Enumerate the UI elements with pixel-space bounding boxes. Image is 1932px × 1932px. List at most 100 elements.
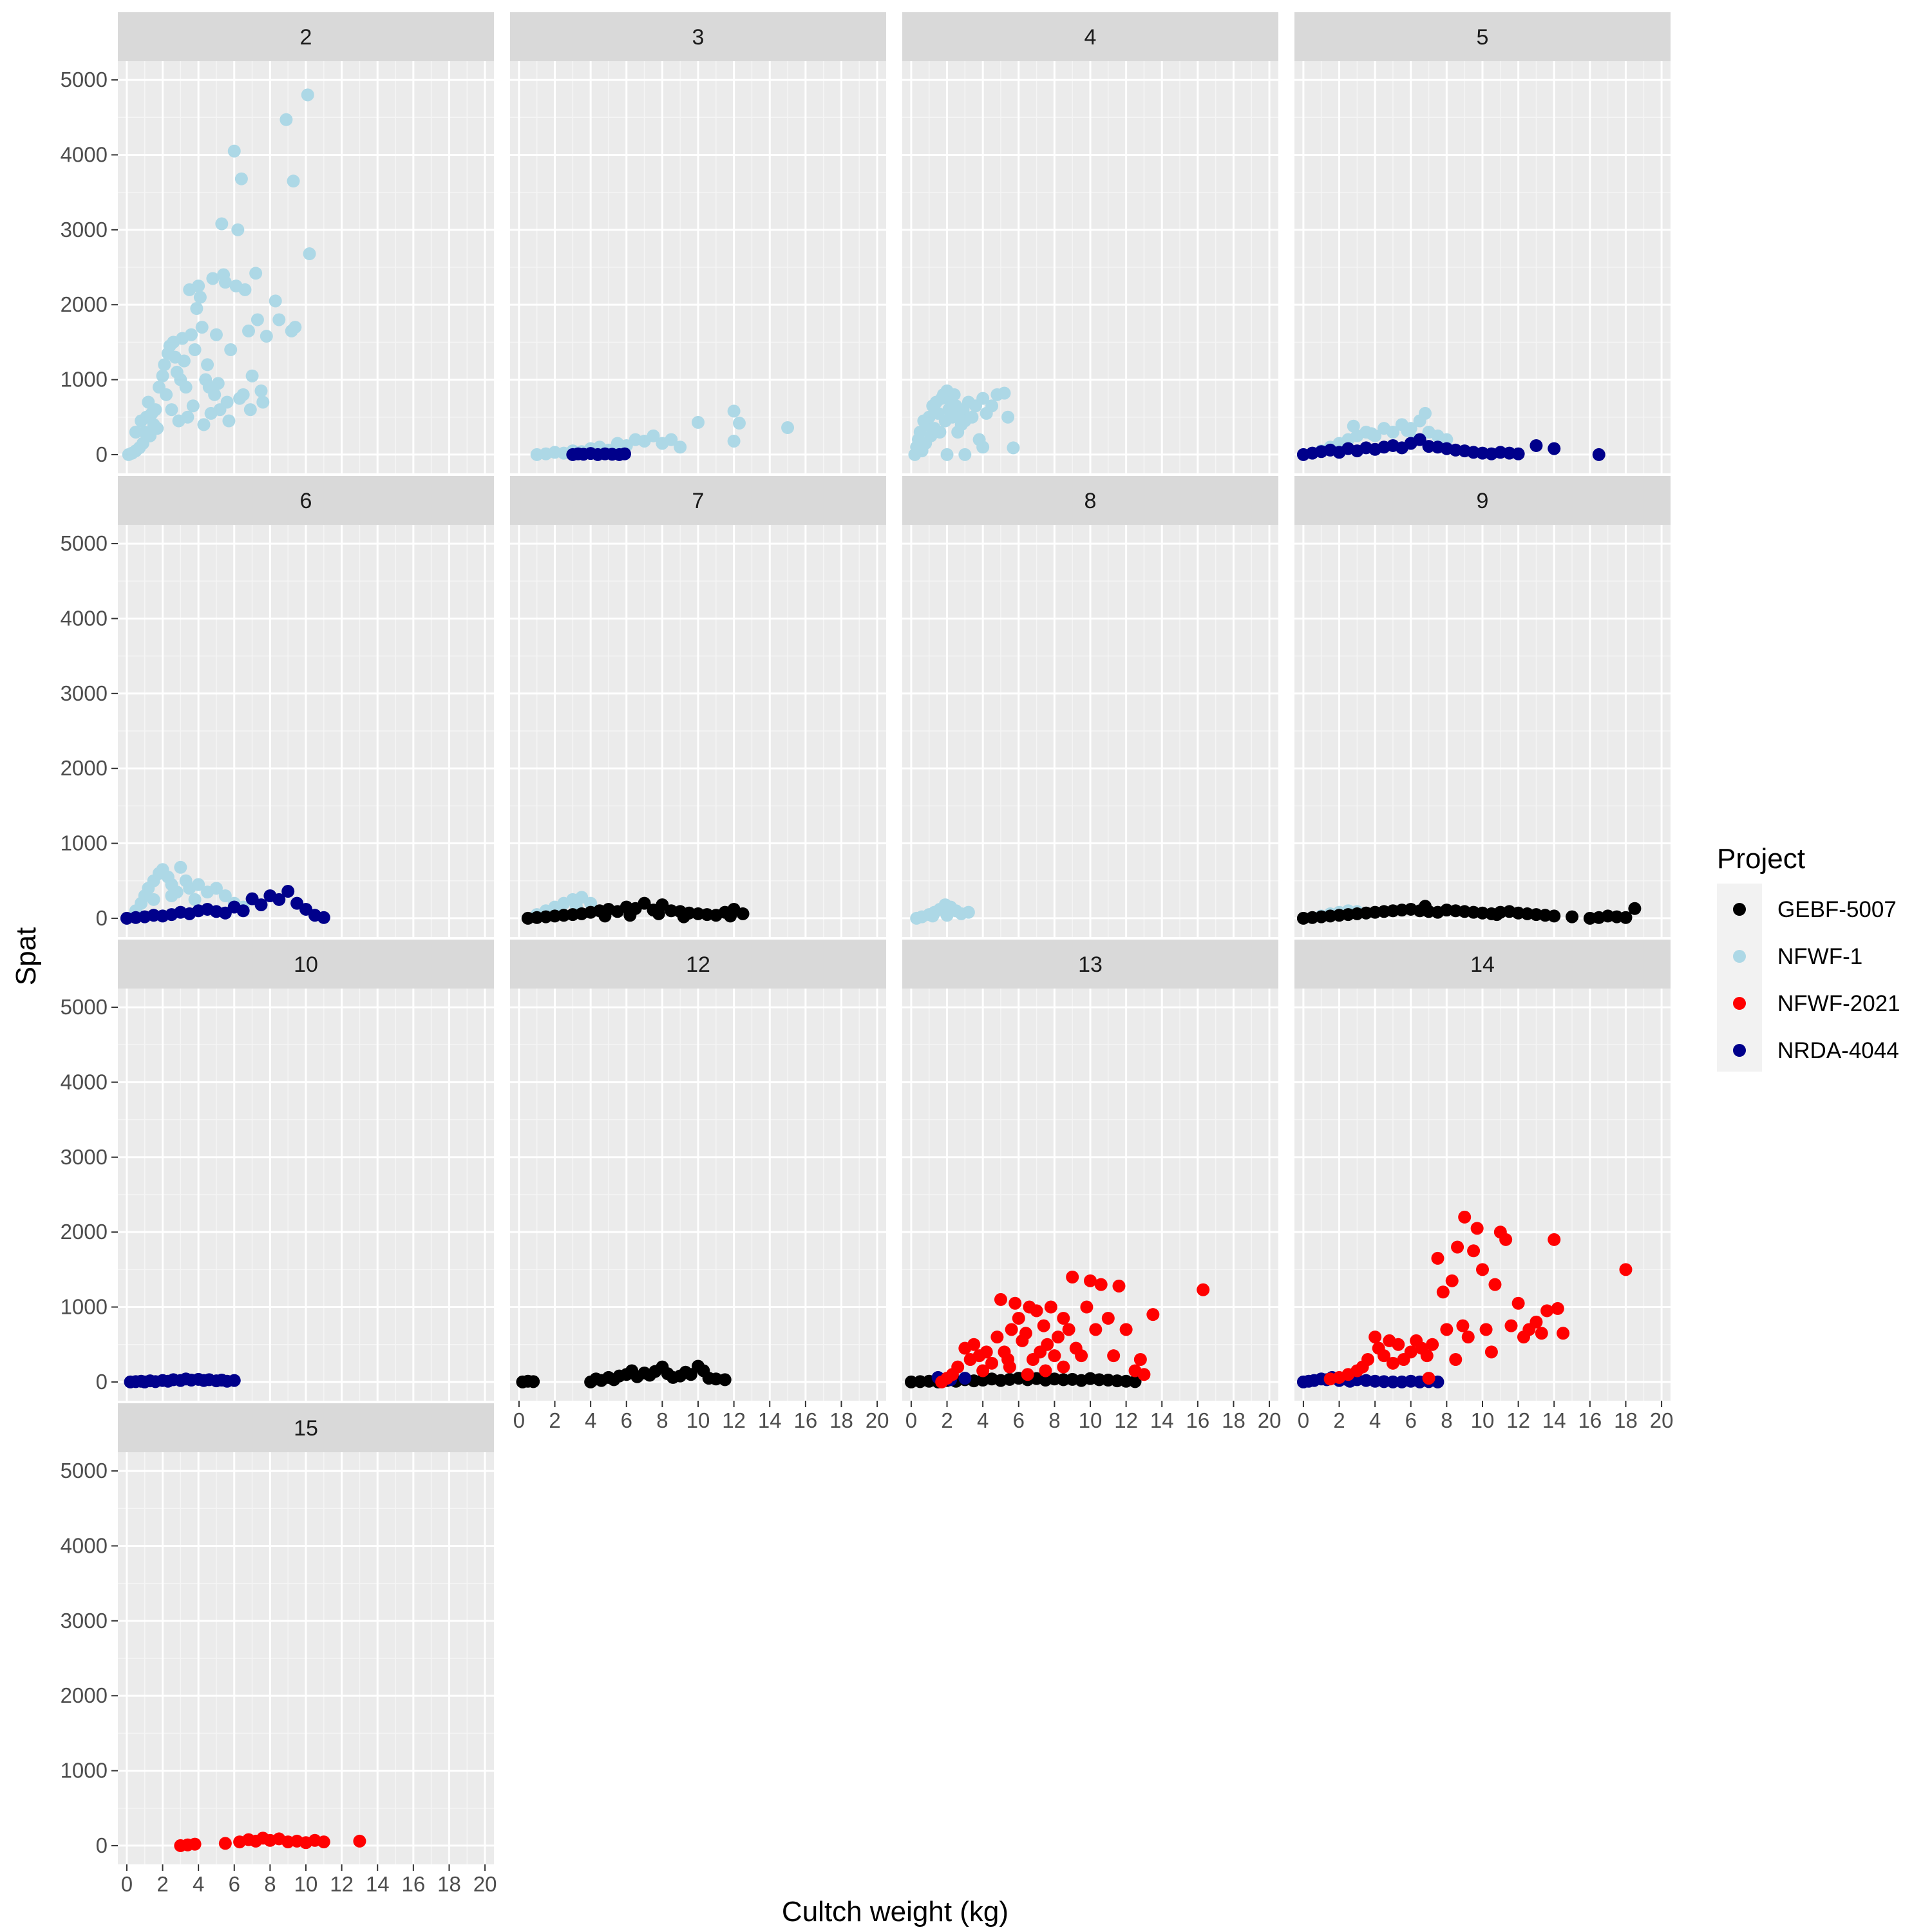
data-point [303, 247, 316, 261]
x-tick-label: 14 [1542, 1408, 1566, 1432]
data-point [1422, 1372, 1435, 1385]
data-point [269, 294, 282, 308]
data-point [1504, 1319, 1518, 1332]
panel-10: 10 0 1000 2000 3000 4000 5000 [61, 940, 494, 1401]
x-tick-label: 16 [401, 1872, 425, 1896]
data-point [1426, 1338, 1439, 1351]
data-point [218, 1837, 232, 1850]
data-point [1449, 1353, 1463, 1366]
data-point [665, 433, 678, 446]
series-NFWF-2021 [174, 1832, 366, 1852]
legend-entry: GEBF-5007 [1733, 897, 1897, 922]
x-tick-label: 8 [656, 1408, 668, 1432]
x-tick-label: 0 [121, 1872, 133, 1896]
data-point [1112, 1279, 1126, 1293]
x-tick-label: 10 [1471, 1408, 1495, 1432]
data-point [980, 1345, 993, 1359]
series-GEBF-5007 [521, 896, 750, 925]
data-point [1440, 1323, 1454, 1336]
y-tick-label: 5000 [61, 1459, 108, 1482]
data-point [145, 406, 158, 420]
panel-12: 12 0 2 4 6 8 10 12 14 16 18 20 [510, 940, 889, 1432]
data-point [1133, 1353, 1147, 1366]
data-point [1101, 1312, 1115, 1325]
x-tick-label: 12 [330, 1872, 354, 1896]
data-point [245, 369, 259, 383]
legend-label: NFWF-2021 [1777, 991, 1900, 1016]
data-point [1057, 1360, 1070, 1374]
data-point [990, 1331, 1004, 1344]
y-tick-label: 5000 [61, 995, 108, 1019]
data-point [215, 217, 229, 231]
data-point [958, 448, 972, 461]
panel-2: 2 0 1000 2000 3000 4000 5000 [61, 12, 494, 473]
data-point [222, 414, 236, 428]
x-tick-label: 18 [829, 1408, 853, 1432]
data-point [1413, 433, 1426, 446]
data-point [1119, 1323, 1133, 1336]
data-point [1386, 1356, 1399, 1370]
data-point [1467, 1244, 1481, 1258]
data-point [652, 907, 665, 920]
data-point [1557, 1327, 1570, 1340]
data-point [1378, 1349, 1391, 1363]
strip-label: 5 [1477, 25, 1489, 50]
x-tick-label: 2 [1333, 1408, 1345, 1432]
data-point [724, 909, 737, 923]
data-point [188, 1837, 202, 1851]
strip-2 [118, 12, 494, 61]
x-tick-label: 20 [1650, 1408, 1674, 1432]
x-tick-label: 12 [1114, 1408, 1138, 1432]
y-tick-label: 3000 [61, 218, 108, 242]
y-tick-label: 2000 [61, 1683, 108, 1707]
data-point [260, 330, 273, 343]
y-tick-label: 0 [96, 442, 108, 466]
data-point [147, 893, 160, 906]
data-point [1062, 1323, 1075, 1336]
data-point [1001, 410, 1015, 424]
data-point [1075, 1349, 1088, 1363]
x-tick-label: 0 [513, 1408, 525, 1432]
data-point [947, 388, 961, 401]
data-point [1019, 1327, 1032, 1340]
data-point [249, 267, 263, 280]
y-tick-label: 0 [96, 1833, 108, 1857]
y-tick-label: 3000 [61, 681, 108, 705]
x-tick-label: 8 [1048, 1408, 1060, 1432]
data-point [727, 404, 741, 418]
data-point [218, 889, 232, 902]
data-point [1490, 908, 1504, 922]
data-point [1548, 1233, 1561, 1246]
data-point [1484, 1345, 1498, 1359]
data-point [1458, 1210, 1472, 1224]
data-point [1548, 442, 1561, 455]
data-point [1041, 1338, 1054, 1351]
data-point [151, 422, 164, 435]
data-point [1039, 1364, 1052, 1378]
data-point [1107, 1349, 1121, 1363]
strip-3 [510, 12, 886, 61]
data-point [1066, 1271, 1079, 1283]
data-point [1530, 439, 1543, 452]
data-point [994, 1293, 1007, 1306]
data-point [965, 410, 979, 424]
data-point [1476, 1263, 1489, 1276]
x-tick-label: 14 [366, 1872, 390, 1896]
data-point [129, 426, 142, 439]
x-tick-label: 16 [1578, 1408, 1602, 1432]
x-tick-label: 18 [437, 1872, 461, 1896]
y-tick-label: 0 [96, 1370, 108, 1394]
legend-label: NRDA-4044 [1777, 1038, 1899, 1063]
data-point [1009, 1296, 1022, 1310]
data-point [236, 904, 250, 918]
panel-5: 5 [1294, 12, 1671, 473]
x-tick-label: 4 [1369, 1408, 1381, 1432]
x-tick-label: 14 [758, 1408, 782, 1432]
data-point [1128, 1375, 1142, 1388]
x-tick-label: 6 [229, 1872, 240, 1896]
x-tick-label: 10 [294, 1872, 318, 1896]
strip-12 [510, 940, 886, 989]
data-point [301, 88, 314, 102]
strip-10 [118, 940, 494, 989]
data-point [1037, 1319, 1050, 1332]
